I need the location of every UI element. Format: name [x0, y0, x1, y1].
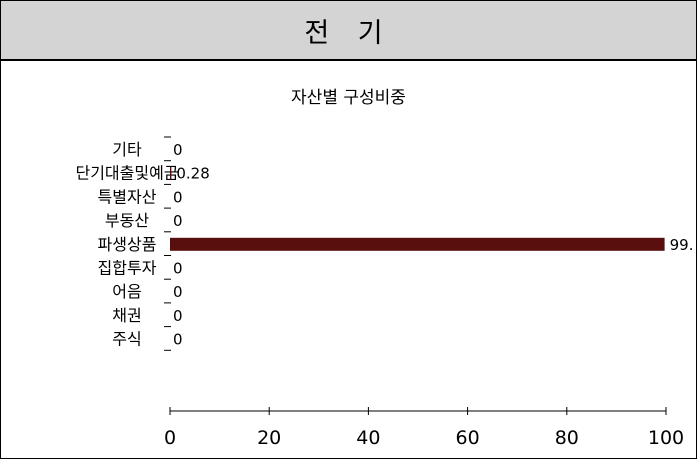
- category-label: 파생상품: [98, 235, 157, 254]
- value-label: 0: [173, 141, 183, 159]
- category-label: 집합투자: [98, 259, 157, 278]
- header-bar: 전 기: [1, 1, 696, 61]
- category-label: 채권: [112, 306, 141, 325]
- bar: [170, 237, 665, 251]
- value-label: 99.: [670, 236, 694, 254]
- bar: [170, 166, 172, 180]
- x-tick-label: 100: [648, 427, 684, 449]
- category-label: 단기대출및예금: [75, 164, 178, 183]
- value-label: 0: [173, 212, 183, 230]
- category-label: 주식: [112, 330, 141, 349]
- x-tick-label: 40: [356, 427, 380, 449]
- value-label: 0: [173, 307, 183, 325]
- category-label: 특별자산: [98, 187, 157, 206]
- x-tick-label: 0: [164, 427, 176, 449]
- category-label: 부동산: [105, 211, 149, 230]
- x-tick-label: 60: [456, 427, 480, 449]
- x-tick-label: 80: [555, 427, 579, 449]
- chart-title: 자산별 구성비중: [291, 88, 406, 108]
- value-label: 0: [173, 331, 183, 349]
- category-label: 어음: [112, 282, 141, 301]
- value-label: 0: [173, 260, 183, 278]
- x-tick-label: 20: [257, 427, 281, 449]
- value-label: 0.28: [176, 165, 209, 183]
- value-label: 0: [173, 283, 183, 301]
- category-label: 기타: [112, 140, 142, 159]
- header-title: 전 기: [304, 17, 393, 49]
- value-label: 0: [173, 188, 183, 206]
